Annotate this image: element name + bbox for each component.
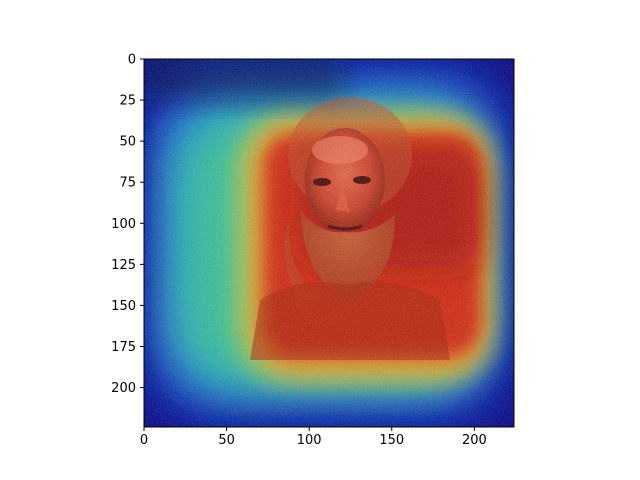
- y-tick-label: 25: [119, 94, 136, 109]
- y-tick-label: 50: [119, 135, 136, 150]
- heatmap-image: [144, 59, 514, 427]
- y-axis: 0 25 50 75 100 125 150 175 200: [111, 53, 144, 396]
- x-tick-label: 200: [462, 433, 487, 448]
- y-tick-label: 100: [111, 217, 136, 232]
- axes-frame: [143, 58, 515, 428]
- x-tick-label: 50: [218, 433, 235, 448]
- y-tick-label: 0: [128, 53, 136, 68]
- y-tick-label: 200: [111, 381, 136, 396]
- y-tick-label: 75: [119, 176, 136, 191]
- y-tick-label: 125: [111, 258, 136, 273]
- x-axis: 0 50 100 150 200: [140, 427, 487, 448]
- x-tick-label: 150: [379, 433, 404, 448]
- x-tick-label: 100: [297, 433, 322, 448]
- y-tick-label: 150: [111, 299, 136, 314]
- y-tick-label: 175: [111, 340, 136, 355]
- x-tick-label: 0: [140, 433, 148, 448]
